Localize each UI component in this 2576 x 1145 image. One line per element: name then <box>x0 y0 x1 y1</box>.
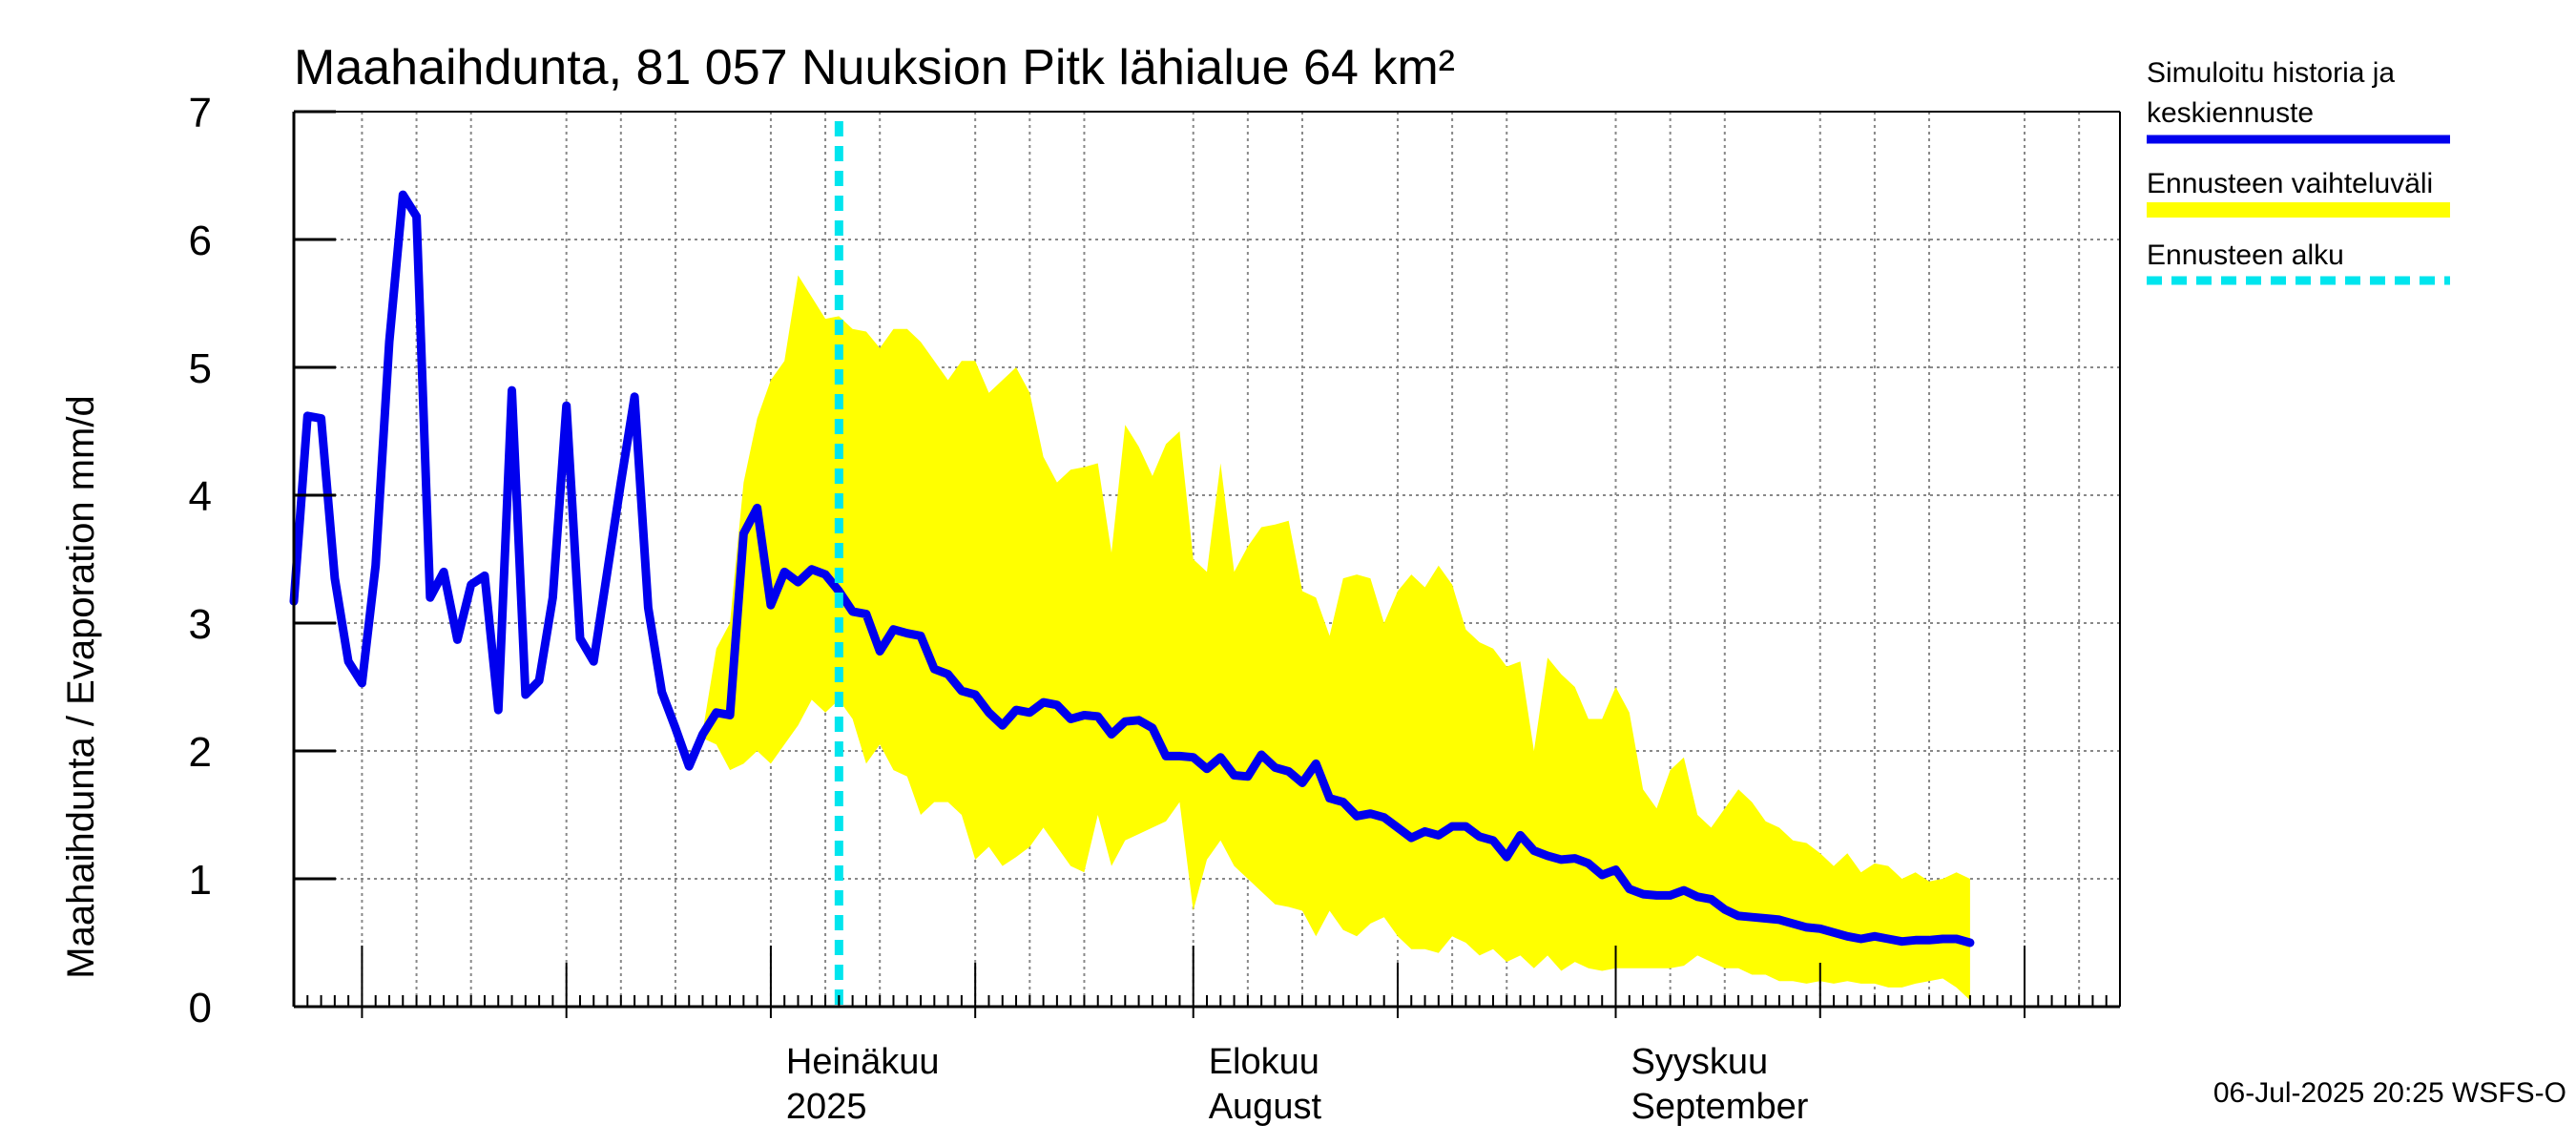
y-tick-label: 4 <box>189 473 212 520</box>
legend-start-label: Ennusteen alku <box>2147 239 2344 271</box>
y-tick-label: 5 <box>189 345 212 392</box>
month-sublabel: 2025 <box>786 1087 867 1127</box>
y-tick-label: 1 <box>189 857 212 904</box>
month-label: Elokuu <box>1209 1042 1319 1082</box>
series-lines <box>289 190 1975 947</box>
month-sublabel: September <box>1631 1087 1809 1127</box>
y-tick-label: 7 <box>189 90 212 136</box>
forecast-range-band <box>702 275 1970 1001</box>
y-tick-label: 2 <box>189 729 212 776</box>
axes <box>292 110 2121 1018</box>
month-labels: Heinäkuu 2025 Elokuu August Syyskuu September <box>786 1042 1809 1127</box>
series-line-history <box>289 190 1975 947</box>
forecast-range-area <box>702 275 1970 1001</box>
month-label: Heinäkuu <box>786 1042 940 1082</box>
month-label: Syyskuu <box>1631 1042 1769 1082</box>
y-tick-label: 3 <box>189 601 212 648</box>
timestamp: 06-Jul-2025 20:25 WSFS-O <box>2213 1077 2566 1109</box>
legend-range-label: Ennusteen vaihteluväli <box>2147 168 2433 199</box>
y-tick-labels: 0 1 2 3 4 5 6 7 <box>189 90 212 1031</box>
y-tick-label: 0 <box>189 985 212 1031</box>
legend-history-label-1: Simuloitu historia ja <box>2147 57 2395 89</box>
legend: Simuloitu historia ja keskiennuste Ennus… <box>2147 57 2450 285</box>
y-axis-label: Maahaihdunta / Evaporation mm/d <box>60 395 102 978</box>
y-tick-label: 6 <box>189 218 212 264</box>
month-sublabel: August <box>1209 1087 1322 1127</box>
chart-title: Maahaihdunta, 81 057 Nuuksion Pitk lähia… <box>294 40 1455 95</box>
legend-history-label-2: keskiennuste <box>2147 97 2314 129</box>
